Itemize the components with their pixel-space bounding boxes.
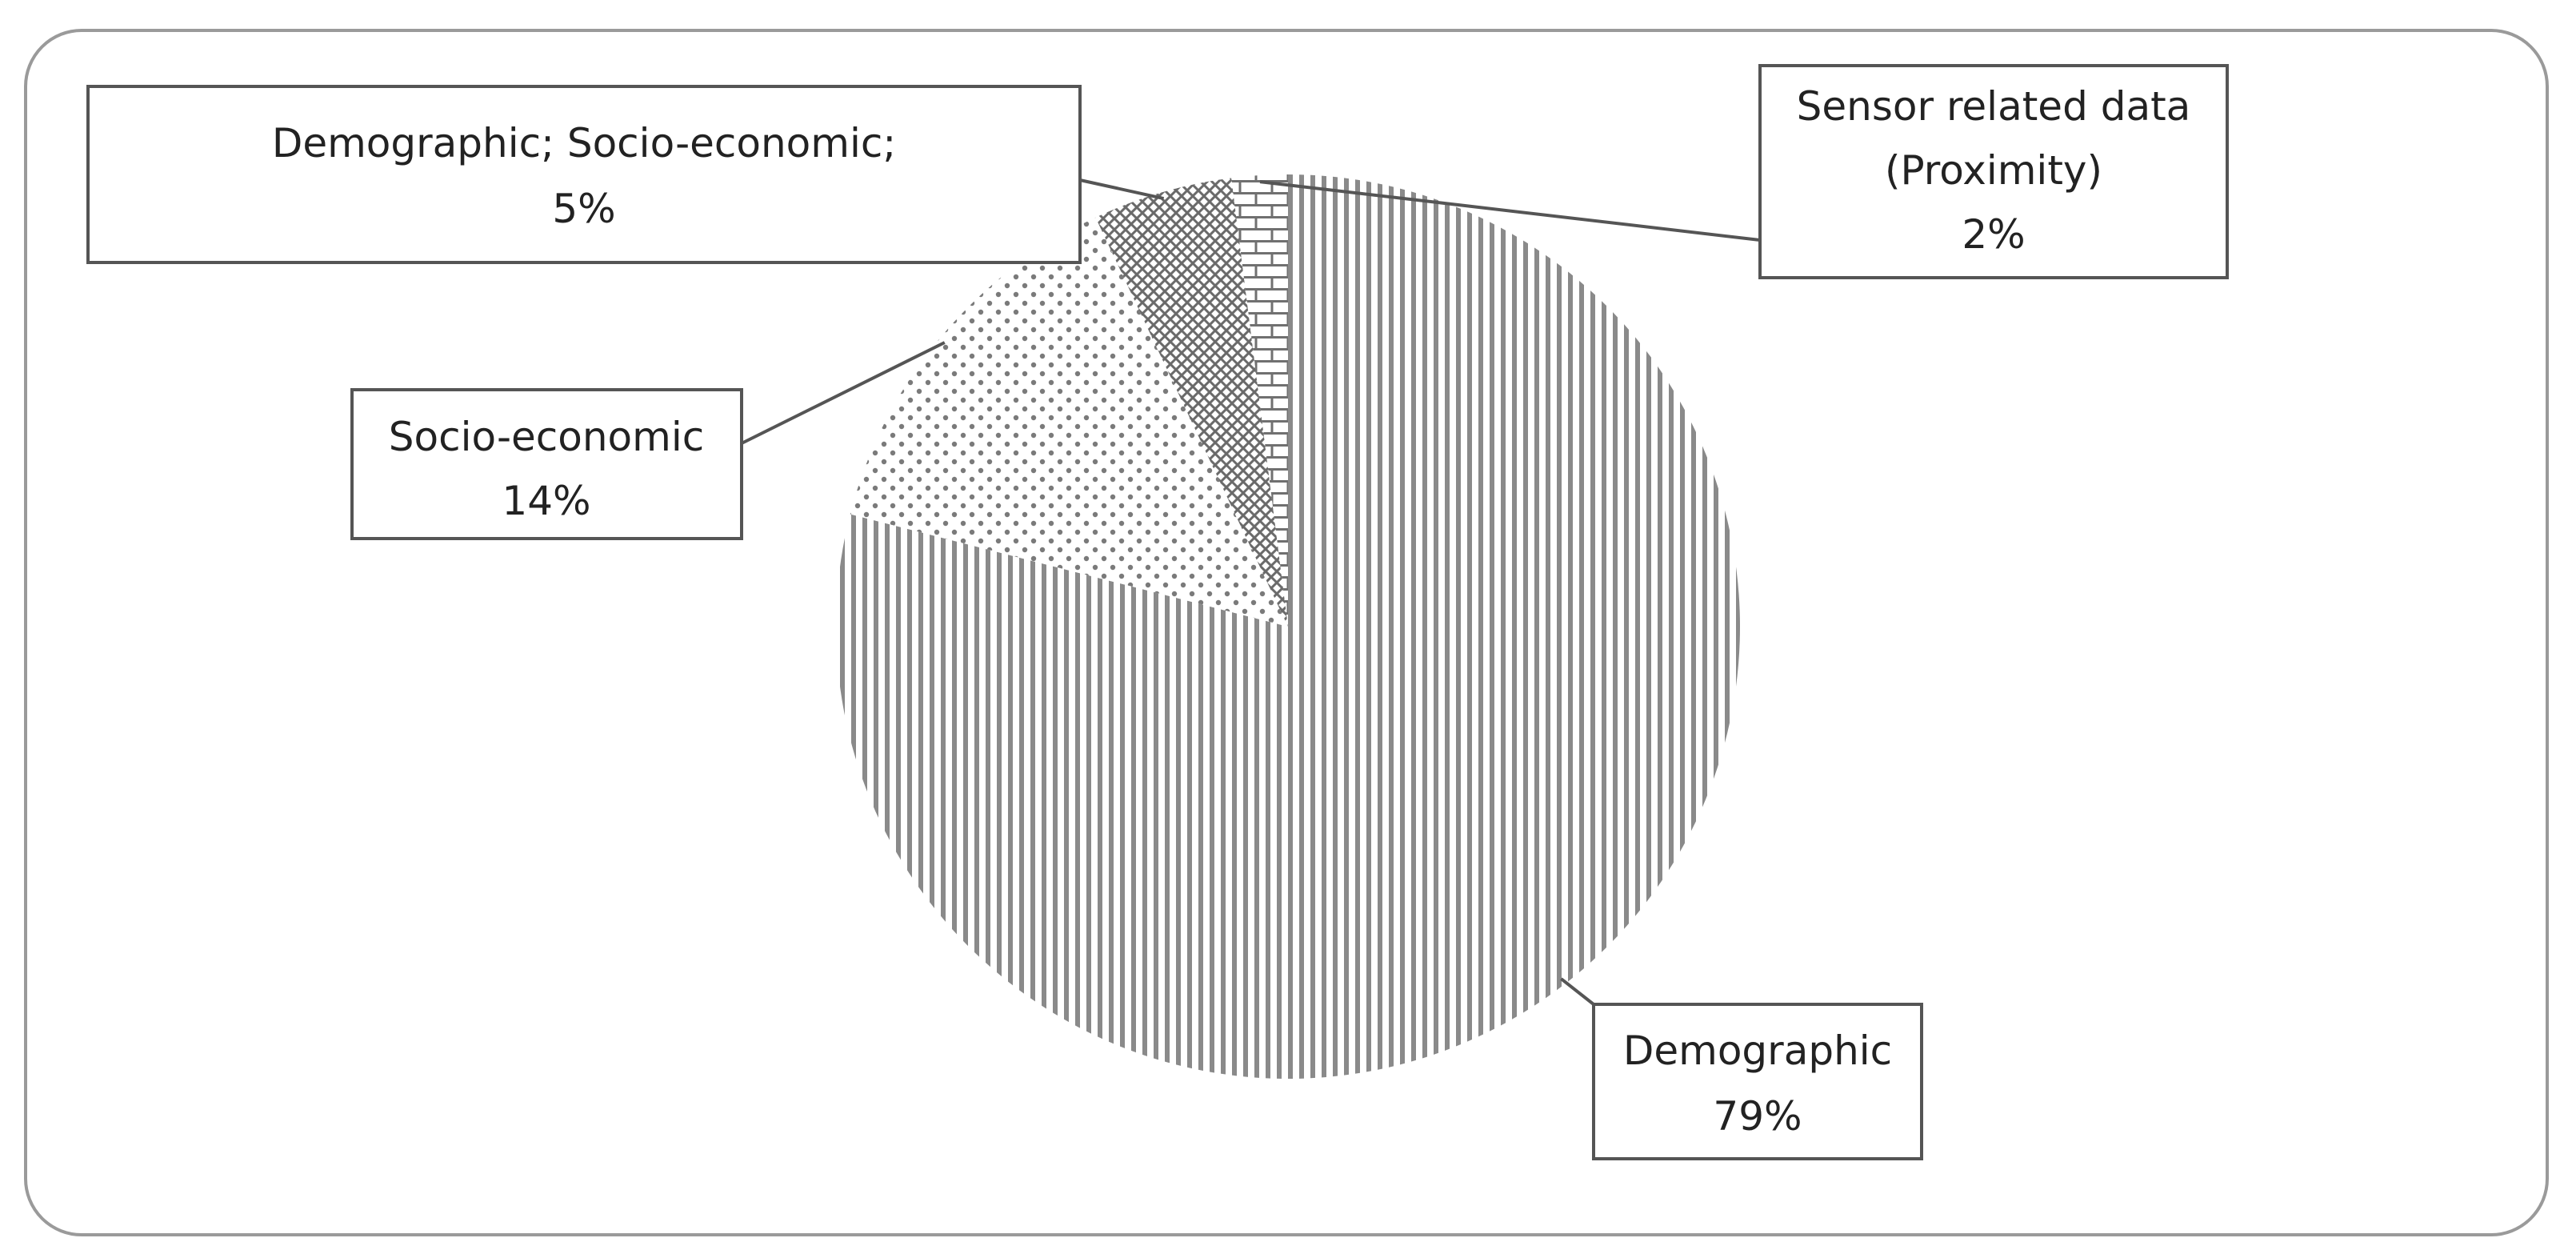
slice-label-demographic: Demographic 79% [1592,1003,1923,1160]
svg-text:Demographic; Socio-economic;: Demographic; Socio-economic; [272,120,896,166]
slice-value: 79% [1713,1093,1802,1140]
callout-line-demographic-socio-economic [1079,178,1165,201]
label-box [86,85,1082,264]
callout-line-socio-economic [739,341,946,446]
pie-slice-socio-economic [850,217,1288,627]
slice-name: Demographic; Socio-economic; [272,120,896,166]
svg-text:Demographic: Demographic [1623,1028,1892,1074]
svg-text:14%: 14% [502,478,590,524]
pie-slice-sensor-related-data-proximity [1231,174,1288,627]
callout-line-demographic [1560,977,1595,1006]
callout-lines [739,178,1761,1006]
slice-value: 2% [1962,211,2025,258]
slice-value: 5% [552,186,615,232]
svg-text:Sensor related data: Sensor related data [1797,83,2191,130]
svg-text:79%: 79% [1713,1093,1802,1140]
pie-slice-demographic [835,174,1740,1079]
callout-line-sensor-related-data-proximity [1259,180,1761,242]
slice-name-line-2: (Proximity) [1885,147,2102,194]
label-box [1758,64,2229,279]
slice-name: Socio-economic [389,414,704,460]
slice-name-line-1: Sensor related data [1797,83,2191,130]
svg-text:(Proximity): (Proximity) [1885,147,2102,194]
slice-label-socio-economic: Socio-economic 14% [350,388,743,540]
svg-text:Socio-economic: Socio-economic [389,414,704,460]
svg-text:2%: 2% [1962,211,2025,258]
slice-value: 14% [502,478,590,524]
slice-name: Demographic [1623,1028,1892,1074]
svg-text:5%: 5% [552,186,615,232]
pie-slice-demographic-socio-economic [1095,178,1288,627]
label-box [1592,1003,1923,1160]
pie-slices [835,174,1740,1079]
slice-label-demographic-socio-economic: Demographic; Socio-economic; 5% [86,85,1082,264]
slice-label-sensor-related-data: Sensor related data (Proximity) 2% [1758,64,2229,279]
label-box [350,388,743,540]
